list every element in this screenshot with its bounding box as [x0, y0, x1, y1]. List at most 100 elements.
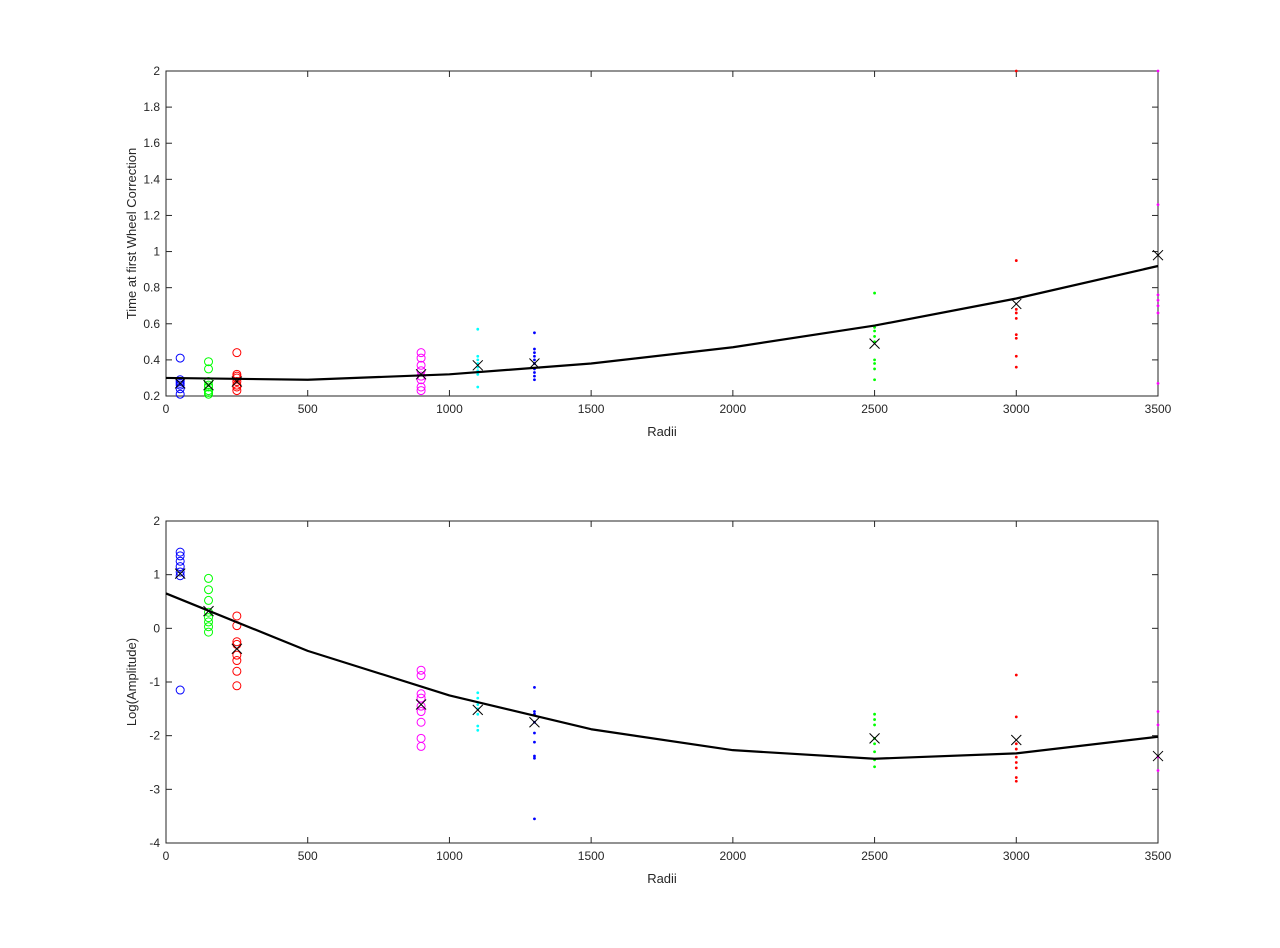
data-point-dot	[1014, 365, 1018, 369]
data-point-circle	[175, 567, 185, 577]
data-point-dot	[476, 358, 480, 362]
y-tick-label: -1	[149, 675, 160, 689]
data-point-dot	[873, 362, 876, 365]
data-point-dot	[1156, 381, 1160, 385]
x-tick-label: 1000	[436, 849, 463, 863]
x-tick-label: 500	[298, 849, 318, 863]
x-tick-label: 2000	[720, 402, 747, 416]
axes-box	[165, 70, 1159, 397]
data-point-circle	[416, 360, 426, 370]
data-point-dot	[476, 327, 480, 331]
mean-marker	[203, 379, 214, 391]
y-tick-label: 1	[153, 568, 160, 582]
x-tick-label: 1000	[436, 402, 463, 416]
data-point-dot	[1156, 203, 1160, 207]
data-point-dot	[533, 354, 536, 358]
y-tick-label: 0.8	[143, 281, 160, 295]
data-point-dot	[873, 742, 876, 746]
data-point-dot	[476, 712, 480, 716]
x-tick-label: 2500	[861, 849, 888, 863]
data-point-dot	[1014, 755, 1018, 759]
data-point-circle	[416, 386, 426, 396]
data-point-dot	[533, 331, 536, 335]
data-point-circle	[204, 386, 214, 396]
data-point-dot	[533, 347, 536, 351]
data-point-dot	[1014, 316, 1018, 320]
mean-marker	[1010, 298, 1022, 310]
data-point-dot	[533, 374, 536, 378]
x-tick-label: 1500	[578, 402, 605, 416]
data-point-dot	[1014, 336, 1018, 340]
data-point-circle	[175, 389, 185, 399]
data-point-circle	[175, 547, 185, 557]
data-point-dot	[476, 696, 480, 700]
data-point-circle	[416, 353, 426, 363]
data-point-circle	[232, 656, 242, 666]
data-point-dot	[533, 756, 536, 760]
data-point-dot	[1014, 307, 1018, 311]
data-point-dot	[1014, 742, 1018, 746]
data-point-circle	[416, 717, 426, 727]
mean-marker	[174, 378, 186, 389]
data-layer	[165, 547, 1164, 821]
mean-marker	[869, 338, 880, 349]
data-point-circle	[204, 364, 214, 374]
data-point-dot	[533, 351, 536, 355]
x-tick-label: 2500	[861, 402, 888, 416]
data-point-dot	[873, 765, 876, 769]
data-point-dot	[1014, 779, 1018, 783]
mean-marker	[415, 699, 427, 710]
x-tick-label: 0	[163, 849, 170, 863]
data-point-circle	[232, 650, 242, 660]
data-point-dot	[476, 724, 480, 728]
data-point-circle	[204, 627, 214, 637]
data-point-dot	[533, 710, 536, 713]
data-point-circle	[204, 357, 214, 367]
data-point-dot	[1014, 69, 1018, 73]
y-axis-label: Time at first Wheel Correction	[124, 148, 139, 319]
x-tick-label: 1500	[578, 849, 605, 863]
y-tick-label: 0.2	[143, 389, 160, 403]
data-point-circle	[416, 671, 426, 681]
data-point-dot	[533, 685, 536, 689]
data-point-dot	[873, 291, 876, 295]
data-point-dot	[873, 718, 876, 721]
data-point-dot	[476, 728, 480, 732]
data-point-circle	[204, 585, 214, 595]
data-point-circle	[175, 384, 185, 394]
data-point-dot	[533, 731, 536, 735]
data-point-dot	[873, 723, 876, 727]
data-point-dot	[533, 817, 536, 821]
y-tick-label: 1.4	[143, 172, 160, 186]
data-point-dot	[533, 371, 536, 374]
data-point-circle	[175, 353, 185, 363]
y-tick-label: 2	[153, 64, 160, 78]
mean-marker	[1152, 750, 1164, 762]
data-point-circle	[175, 562, 185, 572]
x-tick-label: 3500	[1145, 402, 1172, 416]
data-point-dot	[1014, 715, 1018, 719]
data-point-dot	[476, 691, 480, 695]
data-point-circle	[416, 707, 426, 717]
y-tick-label: 0.6	[143, 317, 160, 331]
data-point-circle	[204, 613, 214, 623]
top-plot: 0 500 1000 1500 2000 2500 3000 3500 0.2 0.4 0.6 0.8…	[124, 64, 1172, 439]
data-point-circle	[204, 380, 214, 390]
mean-marker	[529, 358, 540, 369]
data-point-circle	[175, 551, 185, 561]
mean-marker	[472, 704, 484, 716]
data-point-circle	[232, 611, 242, 621]
data-point-dot	[873, 335, 876, 338]
y-tick-label: 1.2	[143, 208, 160, 222]
bottom-plot: 0 500 1000 1500 2000 2500 3000 3500 -4 -3 -2 -1 0 1 2 R…	[124, 514, 1172, 886]
data-point-dot	[1014, 766, 1018, 770]
data-point-dot	[533, 358, 536, 362]
data-point-dot	[1156, 69, 1160, 73]
data-point-dot	[1014, 333, 1018, 337]
data-point-circle	[232, 377, 242, 387]
data-point-dot	[873, 712, 876, 716]
data-point-dot	[1156, 769, 1160, 772]
data-point-dot	[1156, 298, 1160, 302]
x-tick-label: 3500	[1145, 849, 1172, 863]
